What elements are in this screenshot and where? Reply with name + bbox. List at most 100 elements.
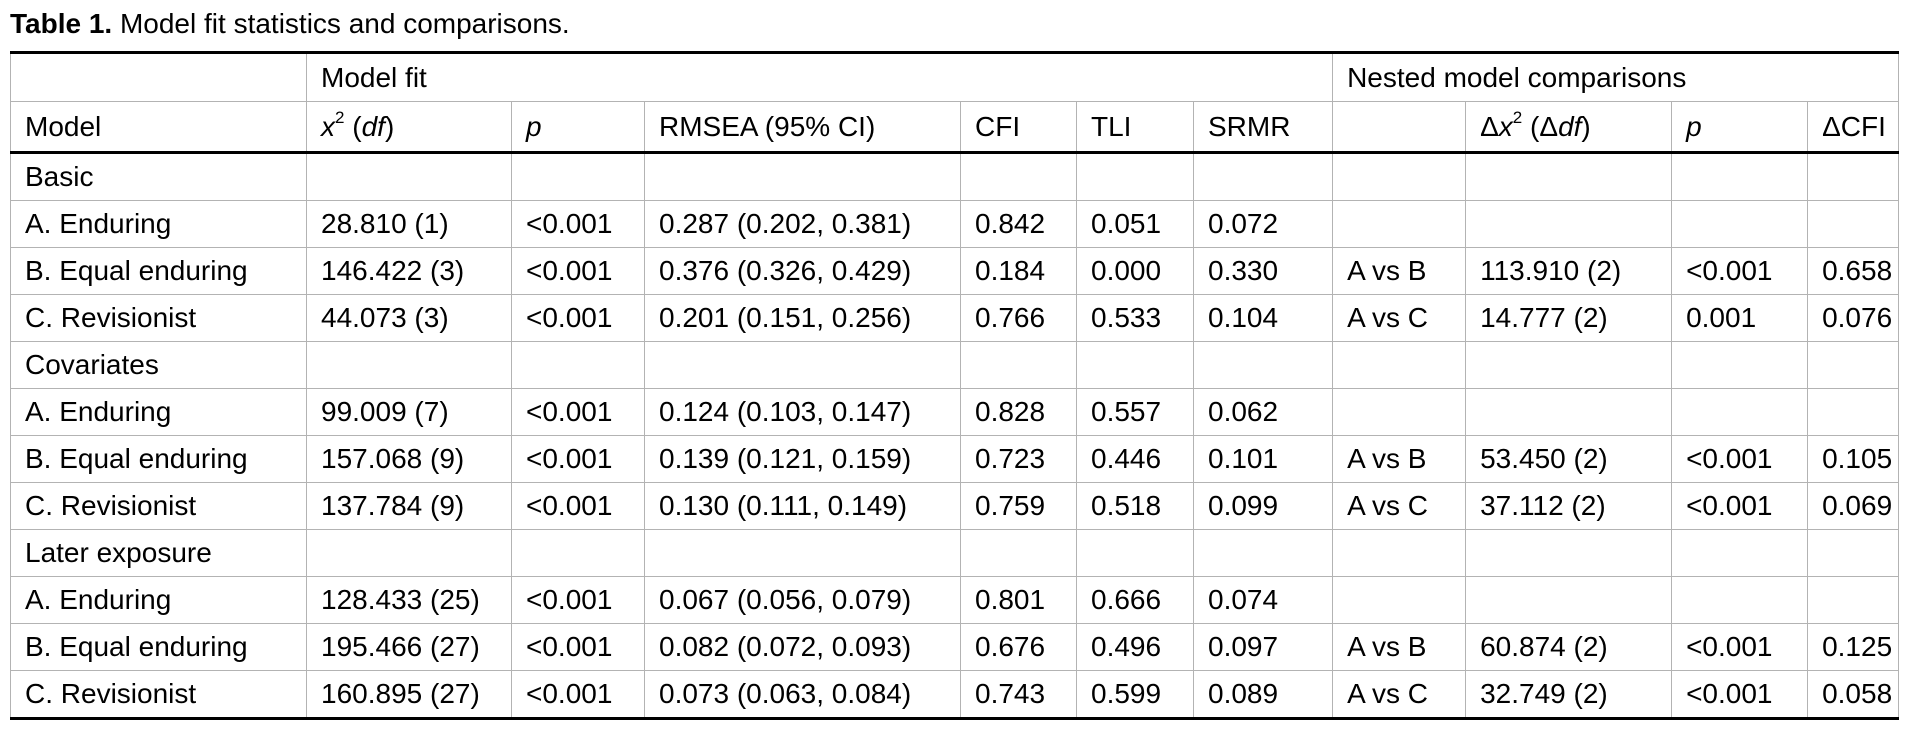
delta-chi-superscript: 2 <box>1512 108 1523 128</box>
empty-cell <box>1192 529 1334 577</box>
cell-delta-chi-square: 60.874 (2) <box>1465 623 1673 671</box>
header-rmsea: RMSEA (95% CI) <box>644 101 961 154</box>
cell-chi-square: 28.810 (1) <box>306 200 512 248</box>
cell-comparison: A vs C <box>1332 482 1467 530</box>
cell-model: A. Enduring <box>10 388 307 436</box>
table-row: A. Enduring 128.433 (25) <0.001 0.067 (0.05… <box>10 576 1900 624</box>
cell-cfi: 0.723 <box>960 435 1077 483</box>
header-delta-cfi: ΔCFI <box>1807 101 1900 154</box>
group-label: Covariates <box>10 341 307 389</box>
table-row: A. Enduring 28.810 (1) <0.001 0.287 (0.202,… <box>10 200 1900 248</box>
cell-comparison: A vs B <box>1332 247 1467 295</box>
empty-cell <box>1332 152 1467 201</box>
header-model: Model <box>10 101 307 154</box>
empty-cell <box>1807 152 1900 201</box>
cell-cfi: 0.801 <box>960 576 1077 624</box>
empty-cell <box>644 341 961 389</box>
cell-p-comparison <box>1671 200 1809 248</box>
empty-cell <box>511 152 645 201</box>
empty-cell <box>1076 341 1194 389</box>
cell-chi-square: 128.433 (25) <box>306 576 512 624</box>
cell-p-comparison <box>1671 388 1809 436</box>
cell-model: C. Revisionist <box>10 294 307 342</box>
cell-delta-cfi: 0.105 <box>1807 435 1900 483</box>
cell-delta-cfi <box>1807 200 1900 248</box>
cell-cfi: 0.828 <box>960 388 1077 436</box>
cell-srmr: 0.097 <box>1192 623 1334 671</box>
cell-cfi: 0.743 <box>960 670 1077 720</box>
header-nested-comparisons: Nested model comparisons <box>1332 51 1900 102</box>
cell-tli: 0.533 <box>1076 294 1194 342</box>
table-body: Basic A. Enduring 28.810 (1) <0.001 0.287 (0… <box>10 152 1900 720</box>
cell-p: <0.001 <box>511 576 645 624</box>
cell-model: B. Equal enduring <box>10 623 307 671</box>
cell-chi-square: 146.422 (3) <box>306 247 512 295</box>
empty-cell <box>1076 529 1194 577</box>
cell-rmsea: 0.201 (0.151, 0.256) <box>644 294 961 342</box>
table-caption-text: Model fit statistics and comparisons. <box>112 8 570 39</box>
chi-symbol: x <box>321 110 335 142</box>
cell-rmsea: 0.073 (0.063, 0.084) <box>644 670 961 720</box>
cell-p: <0.001 <box>511 435 645 483</box>
empty-cell <box>960 529 1077 577</box>
cell-rmsea: 0.130 (0.111, 0.149) <box>644 482 961 530</box>
cell-model: A. Enduring <box>10 576 307 624</box>
cell-delta-cfi <box>1807 388 1900 436</box>
cell-comparison <box>1332 576 1467 624</box>
cell-delta-cfi: 0.125 <box>1807 623 1900 671</box>
cell-cfi: 0.842 <box>960 200 1077 248</box>
empty-cell <box>511 529 645 577</box>
header-comparison <box>1332 101 1467 154</box>
header-blank <box>10 51 307 102</box>
cell-rmsea: 0.376 (0.326, 0.429) <box>644 247 961 295</box>
delta-df-symbol: Δ <box>1539 110 1559 142</box>
cell-p: <0.001 <box>511 200 645 248</box>
header-p2-text: p <box>1686 110 1702 142</box>
cell-delta-chi-square <box>1465 576 1673 624</box>
cell-delta-cfi: 0.076 <box>1807 294 1900 342</box>
header-group-row: Model fit Nested model comparisons <box>10 51 1900 102</box>
cell-p: <0.001 <box>511 623 645 671</box>
empty-cell <box>1465 529 1673 577</box>
cell-model: C. Revisionist <box>10 482 307 530</box>
empty-cell <box>1807 529 1900 577</box>
empty-cell <box>1192 341 1334 389</box>
cell-model: C. Revisionist <box>10 670 307 720</box>
header-p-text: p <box>526 110 542 142</box>
cell-chi-square: 195.466 (27) <box>306 623 512 671</box>
model-fit-table: Model fit Nested model comparisons Model… <box>10 51 1900 720</box>
cell-srmr: 0.089 <box>1192 670 1334 720</box>
header-p-comparison: p <box>1671 101 1809 154</box>
empty-cell <box>511 341 645 389</box>
cell-delta-cfi: 0.069 <box>1807 482 1900 530</box>
empty-cell <box>306 152 512 201</box>
header-srmr: SRMR <box>1192 101 1334 154</box>
cell-p-comparison: <0.001 <box>1671 623 1809 671</box>
cell-comparison: A vs B <box>1332 623 1467 671</box>
cell-srmr: 0.074 <box>1192 576 1334 624</box>
cell-delta-cfi <box>1807 576 1900 624</box>
cell-rmsea: 0.287 (0.202, 0.381) <box>644 200 961 248</box>
cell-srmr: 0.330 <box>1192 247 1334 295</box>
cell-srmr: 0.062 <box>1192 388 1334 436</box>
header-chi-square: x2 (df) <box>306 101 512 154</box>
cell-tli: 0.496 <box>1076 623 1194 671</box>
cell-srmr: 0.099 <box>1192 482 1334 530</box>
cell-p: <0.001 <box>511 388 645 436</box>
cell-p-comparison: 0.001 <box>1671 294 1809 342</box>
cell-cfi: 0.184 <box>960 247 1077 295</box>
cell-delta-chi-square: 113.910 (2) <box>1465 247 1673 295</box>
cell-srmr: 0.104 <box>1192 294 1334 342</box>
header-model-fit: Model fit <box>305 51 1334 102</box>
empty-cell <box>960 152 1077 201</box>
cell-srmr: 0.072 <box>1192 200 1334 248</box>
cell-rmsea: 0.124 (0.103, 0.147) <box>644 388 961 436</box>
table-row: C. Revisionist 137.784 (9) <0.001 0.130 (0.… <box>10 482 1900 530</box>
cell-delta-chi-square: 14.777 (2) <box>1465 294 1673 342</box>
group-label: Basic <box>10 152 307 201</box>
empty-cell <box>1465 341 1673 389</box>
cell-chi-square: 160.895 (27) <box>306 670 512 720</box>
cell-cfi: 0.759 <box>960 482 1077 530</box>
chi-superscript: 2 <box>335 108 345 128</box>
empty-cell <box>644 152 961 201</box>
